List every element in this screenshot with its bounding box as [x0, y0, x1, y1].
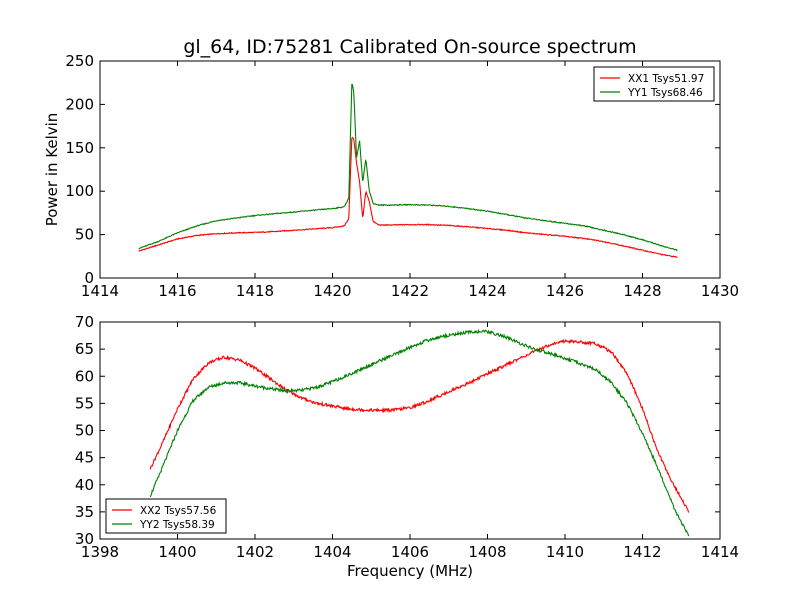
legend-box	[105, 498, 227, 534]
y-tick-label: 30	[75, 530, 94, 548]
bottom-plot: 1398 1400 1402 1404 1406 1408 1410 1412 1414 30 35…	[75, 313, 739, 580]
series-line-2-2	[149, 328, 690, 537]
x-tick-label: 1426	[546, 282, 584, 300]
y-tick-label: 0	[84, 269, 94, 287]
y-tick-label: 50	[75, 422, 94, 440]
legend: XX2 Tsys57.56 YY2 Tsys58.39	[105, 498, 227, 534]
x-tick-label: 1402	[236, 543, 274, 561]
x-tick-label: 1420	[313, 282, 351, 300]
x-tick-label: 1404	[313, 543, 351, 561]
legend-entry: XX2 Tsys57.56	[140, 505, 217, 517]
x-tick-label: 1400	[158, 543, 196, 561]
y-tick-label: 60	[75, 367, 94, 385]
y-tick-label: 70	[75, 313, 94, 331]
series-line-2-1	[149, 338, 690, 513]
top-plot: 1414 1416 1418 1420 1422 1424 1426 1428 1430 0 50 1…	[43, 52, 739, 300]
y-tick-label: 100	[65, 182, 94, 200]
chart-title: gl_64, ID:75281 Calibrated On-source spe…	[183, 36, 636, 58]
x-tick-label: 1412	[623, 543, 661, 561]
y-tick-label: 50	[75, 226, 94, 244]
x-tick-label: 1416	[158, 282, 196, 300]
y-tick-label: 40	[75, 476, 94, 494]
x-tick-label: 1414	[701, 543, 739, 561]
series-line-1-1	[138, 136, 678, 258]
y-tick-label: 55	[75, 394, 94, 412]
legend-entry: XX1 Tsys51.97	[628, 73, 704, 85]
x-tick-label: 1430	[701, 282, 739, 300]
x-tick-label: 1410	[546, 543, 584, 561]
y-tick-label: 200	[65, 95, 94, 113]
x-tick-label: 1414	[81, 282, 119, 300]
y-tick-label: 35	[75, 503, 94, 521]
legend-box	[593, 66, 715, 102]
y-tick-label: 45	[75, 449, 94, 467]
series-line-1-2	[138, 83, 678, 252]
x-tick-label: 1408	[468, 543, 506, 561]
x-axis-label: Frequency (MHz)	[347, 562, 473, 580]
y-tick-label: 65	[75, 340, 94, 358]
y-axis-label: Power in Kelvin	[43, 113, 61, 227]
x-tick-label: 1428	[623, 282, 661, 300]
legend-entry: YY1 Tsys68.46	[627, 87, 703, 99]
y-tick-label: 250	[65, 52, 94, 70]
legend: XX1 Tsys51.97 YY1 Tsys68.46	[593, 66, 715, 102]
y-tick-label: 150	[65, 139, 94, 157]
x-tick-label: 1418	[236, 282, 274, 300]
legend-entry: YY2 Tsys58.39	[139, 519, 215, 531]
x-tick-label: 1406	[391, 543, 429, 561]
x-tick-label: 1422	[391, 282, 429, 300]
x-tick-label: 1424	[468, 282, 506, 300]
x-tick-label: 1398	[81, 543, 119, 561]
